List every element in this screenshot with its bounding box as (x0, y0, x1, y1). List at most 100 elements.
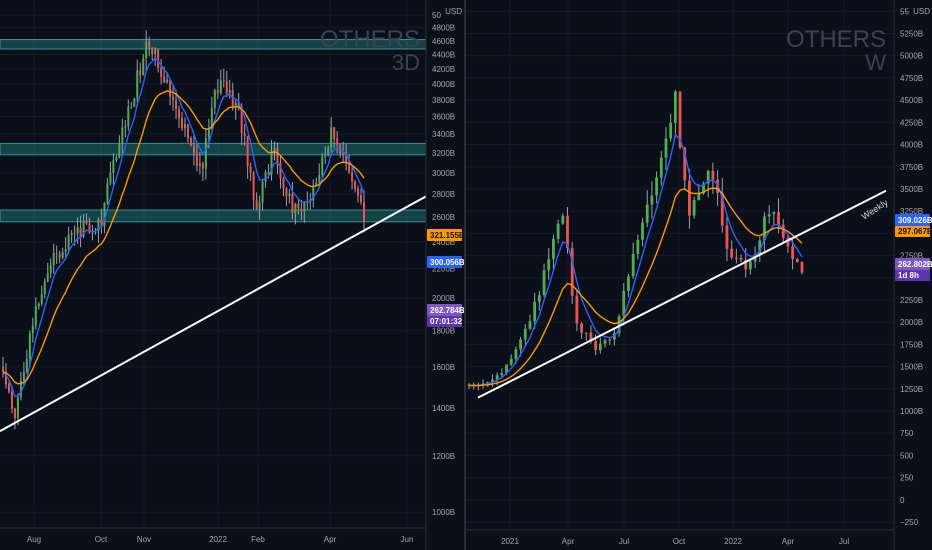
candle-body (330, 127, 333, 149)
y-tick-label: 1000B (900, 407, 923, 416)
price-label-ema-orange: 297.067B (898, 227, 932, 236)
candle-body (157, 49, 160, 68)
ema-orange-line (2, 90, 365, 385)
y-tick-label: 3800B (432, 96, 455, 105)
right-chart-weekly[interactable]: OTHERSWWeekly−25002505007501000B1250B150… (466, 0, 932, 550)
y-tick-label: 1400B (432, 404, 455, 413)
candle-body (175, 99, 178, 110)
candle-body (189, 138, 192, 146)
candle-body (109, 172, 112, 184)
candle-body (88, 223, 91, 233)
candle-body (136, 70, 139, 99)
candle-body (744, 259, 748, 270)
candle-body (160, 67, 163, 77)
candle-body (2, 366, 4, 372)
candle-body (758, 240, 762, 256)
y-tick-label: 1500B (900, 363, 923, 372)
y-tick-label: 4200B (432, 65, 455, 74)
y-tick-label: 750 (900, 429, 914, 438)
candle-body (580, 323, 583, 333)
candle-body (148, 41, 151, 48)
candle-body (598, 343, 602, 351)
candle-body (264, 172, 267, 182)
candle-body (282, 178, 285, 189)
candle-body (725, 225, 729, 249)
price-label-ema-blue: 300.056B (430, 258, 464, 267)
candle-body (297, 203, 300, 209)
candle-body (172, 96, 175, 100)
pane-divider[interactable] (464, 0, 466, 550)
candle-body (103, 203, 106, 227)
candle-body (16, 397, 19, 419)
candle-body (145, 41, 148, 59)
x-tick-label: Jul (839, 537, 849, 546)
price-label-last-price: 262.802B (898, 260, 932, 269)
candle-body (139, 70, 142, 76)
candle-body (91, 232, 94, 234)
candle-body (294, 203, 297, 214)
x-tick-label: Apr (562, 537, 575, 546)
candle-body (100, 219, 103, 227)
candle-body (166, 79, 169, 83)
candle-body (225, 81, 228, 94)
candle-body (706, 170, 710, 184)
candle-body (106, 183, 109, 204)
y-tick-label: 1200B (432, 452, 455, 461)
candle-body (169, 79, 172, 97)
candle-body (267, 172, 270, 175)
y-tick-label: 55 (900, 7, 909, 16)
candle-body (505, 364, 508, 374)
candle-body (533, 301, 537, 322)
candle-body (19, 380, 22, 398)
candle-body (207, 129, 210, 139)
trendline (0, 195, 427, 433)
candle-body (711, 170, 715, 180)
candle-body (255, 199, 258, 210)
candle-body (13, 408, 16, 419)
price-label-box (895, 226, 930, 237)
candle-body (655, 177, 659, 196)
candle-body (79, 227, 82, 237)
candle-body (552, 238, 555, 259)
candle-body (617, 316, 621, 334)
candle-body (52, 252, 55, 265)
price-label-last-price: 262.784B (430, 306, 464, 315)
candle-body (321, 156, 324, 176)
candle-body (85, 220, 88, 224)
candle-body (246, 135, 249, 167)
candle-body (688, 180, 691, 216)
y-tick-label: 1800B (432, 327, 455, 336)
candle-body (486, 382, 490, 384)
candle-body (291, 193, 294, 214)
candle-body (351, 172, 354, 182)
candle-body (279, 162, 282, 179)
candle-body (312, 185, 315, 201)
candle-body (584, 332, 588, 334)
candle-body (73, 233, 76, 235)
y-tick-label: 2000B (432, 294, 455, 303)
candle-body (34, 306, 37, 326)
y-tick-label: −250 (900, 518, 919, 527)
candle-body (669, 122, 673, 139)
candle-body (258, 202, 261, 210)
candle-body (636, 239, 640, 254)
price-label-ema-blue: 309.026B (898, 216, 932, 225)
candle-body (641, 222, 644, 240)
currency-label: USD (445, 7, 462, 16)
candle-body (216, 90, 219, 94)
candle-body (795, 258, 799, 263)
price-label-box (427, 229, 462, 241)
candle-body (7, 384, 10, 392)
candle-body (181, 118, 184, 129)
y-tick-label: 4600B (432, 37, 455, 46)
candle-body (204, 138, 207, 169)
candle-body (195, 153, 198, 166)
candle-body (240, 107, 243, 134)
x-tick-label: Oct (673, 537, 686, 546)
price-label-box (895, 214, 930, 226)
candle-body (82, 220, 85, 237)
candle-body (31, 325, 34, 334)
candle-body (70, 233, 73, 236)
candle-body (213, 90, 216, 108)
